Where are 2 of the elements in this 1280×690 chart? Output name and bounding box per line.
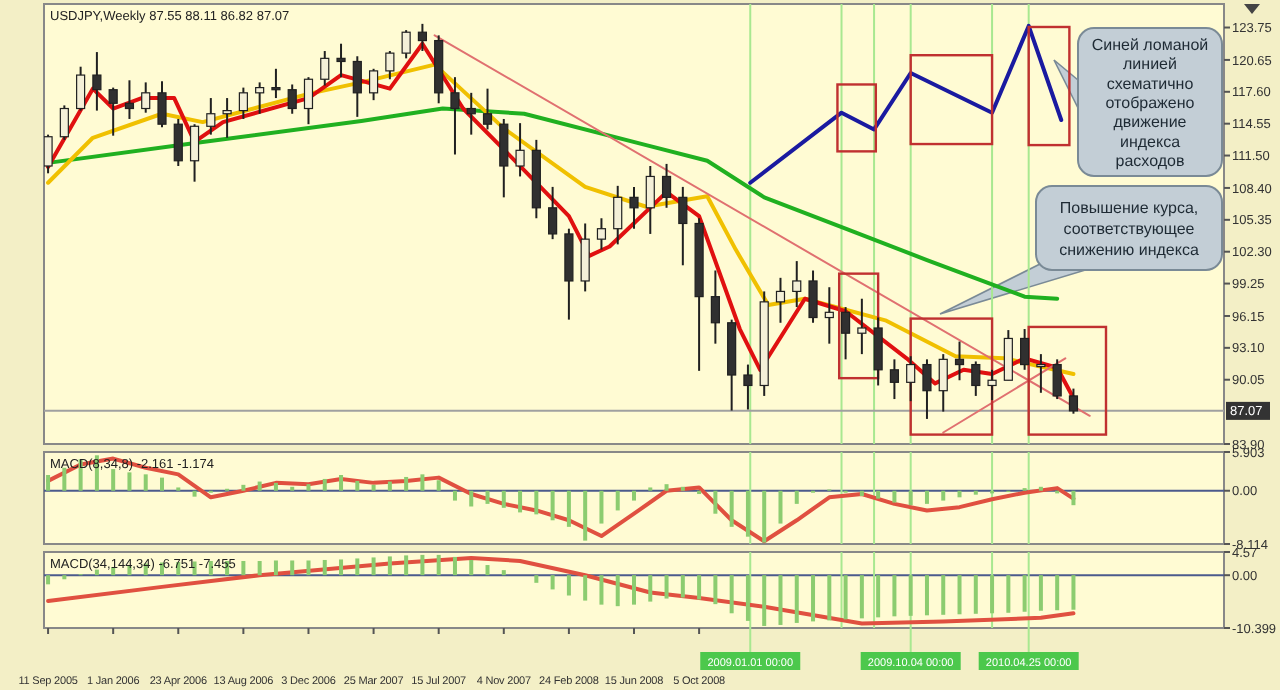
annotation: Синей ломаной линией схематично отображено движение индекса расходов <box>1091 35 1209 171</box>
annotation: Повышение курса, соответствующее снижению индекса <box>1059 199 1200 259</box>
